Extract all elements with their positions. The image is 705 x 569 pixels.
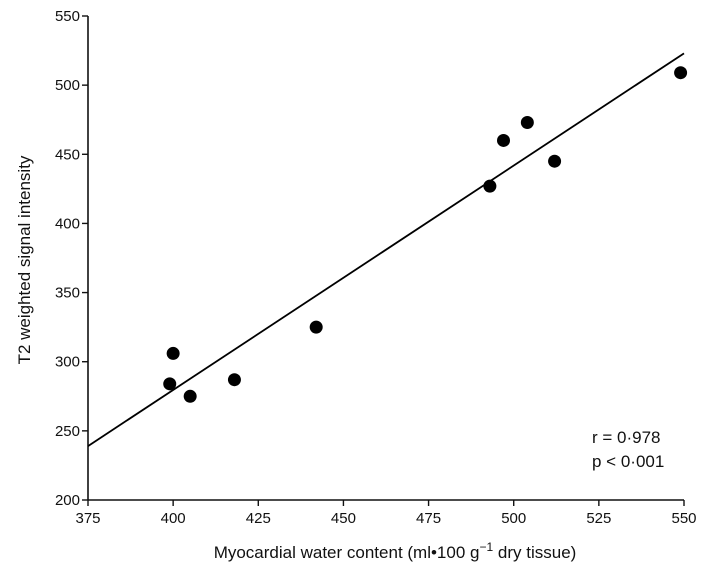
y-tick-label: 450 — [55, 146, 80, 163]
data-points — [163, 66, 688, 403]
data-point — [483, 179, 497, 193]
y-tick-label: 200 — [55, 492, 80, 509]
y-tick-label: 400 — [55, 215, 80, 232]
data-point — [520, 115, 534, 129]
y-tick-label: 500 — [55, 77, 80, 94]
y-ticks: 200 250 300 350 400 450 500 550 — [55, 8, 88, 509]
p-value-annotation: p < 0·001 — [592, 452, 664, 471]
data-point — [163, 377, 177, 391]
x-tick-label: 550 — [671, 510, 696, 527]
y-tick-label: 350 — [55, 285, 80, 302]
x-ticks: 375 400 425 450 475 500 525 550 — [75, 500, 697, 527]
y-tick-label: 550 — [55, 8, 80, 25]
data-point — [183, 389, 197, 403]
x-tick-label: 450 — [331, 510, 356, 527]
data-point — [548, 154, 562, 168]
x-tick-label: 525 — [586, 510, 611, 527]
data-point — [674, 66, 688, 80]
x-tick-label: 375 — [75, 510, 100, 527]
x-tick-label: 500 — [501, 510, 526, 527]
data-point — [166, 346, 180, 360]
x-tick-label: 400 — [161, 510, 186, 527]
y-tick-label: 300 — [55, 354, 80, 371]
x-axis-title-main: Myocardial water content (ml•100 g — [214, 543, 480, 562]
axes — [87, 16, 684, 501]
data-point — [227, 373, 241, 387]
regression-line — [87, 52, 685, 447]
r-value-annotation: r = 0·978 — [592, 428, 661, 447]
y-tick-label: 250 — [55, 423, 80, 440]
data-point — [496, 133, 510, 147]
regression-line-group — [87, 52, 685, 447]
x-axis-title-superscript: −1 — [479, 540, 493, 554]
x-axis-title: Myocardial water content (ml•100 g−1 dry… — [214, 540, 577, 562]
y-axis-title: T2 weighted signal intensity — [15, 155, 34, 364]
x-axis-title-tail: dry tissue) — [493, 543, 576, 562]
x-tick-label: 425 — [246, 510, 271, 527]
x-tick-label: 475 — [416, 510, 441, 527]
data-point — [309, 320, 323, 334]
